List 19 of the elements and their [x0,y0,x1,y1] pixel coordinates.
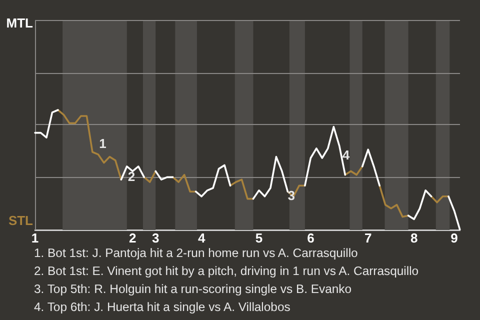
x-tick-label: 8 [410,230,418,246]
annotation: 2 [128,168,136,184]
text: 2. Bot 1st: E. Vinent got hit by a pitch, driving in 1 run vs A. Carrasquillo [34,263,419,280]
x-tick-label: 1 [31,230,39,246]
x-tick-label: 7 [364,230,372,246]
text: 1. Bot 1st: J. Pantoja hit a 2-run home run vs A. Carrasquillo [34,245,359,262]
x-tick-label: 5 [255,230,263,246]
x-tick-label: 4 [198,230,206,246]
text: 4. Top 6th: J. Huerta hit a single vs A. Villalobos [34,299,292,316]
text: MTL [6,16,34,31]
text: 3. Top 5th: R. Holguin hit a run-scoring single vs B. Evanko [34,281,352,298]
x-tick-label: 9 [450,230,458,246]
x-tick-label: 2 [129,230,136,246]
annotation: 3 [288,188,295,204]
annotation: 4 [342,148,350,163]
x-tick-label: 3 [152,230,160,246]
annotation: 1 [99,136,106,151]
text: STL [8,213,34,228]
x-tick-label: 6 [307,230,314,246]
